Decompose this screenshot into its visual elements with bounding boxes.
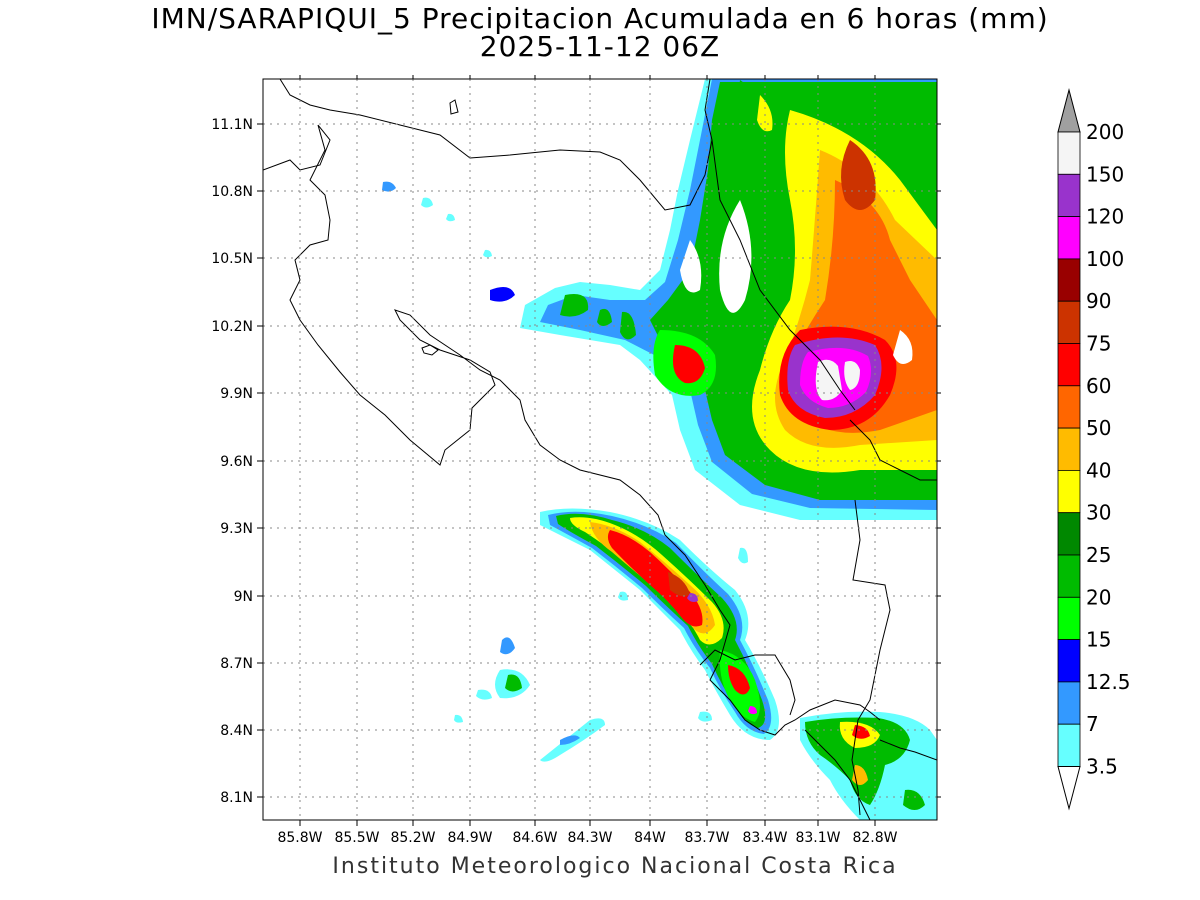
colorbar-box: [1057, 554, 1081, 598]
colorbar-box: [1057, 427, 1081, 471]
colorbar-level-label: 75: [1086, 332, 1111, 356]
y-tick-label: 9.9N: [220, 386, 253, 402]
border-panama-south: [851, 499, 891, 816]
colorbar-box: [1057, 258, 1081, 302]
border-costa-rica-panama: [849, 419, 937, 481]
coastline-southeast: [879, 739, 937, 761]
colorbar-level-label: 12.5: [1086, 670, 1131, 694]
map-frame: [262, 78, 938, 821]
rain-area-southeast: [800, 711, 937, 820]
border-costa-rica-nicaragua: [711, 139, 856, 411]
colorbar-level-label: 15: [1086, 628, 1111, 652]
x-tick-label: 83.1W: [795, 830, 840, 846]
colorbar-level-label: 60: [1086, 374, 1111, 398]
y-tick-label: 9.6N: [220, 454, 253, 470]
colorbar-box: [1057, 343, 1081, 387]
colorbar-level-label: 20: [1086, 585, 1111, 609]
colorbar-box: [1057, 300, 1081, 344]
colorbar-level-label: 200: [1086, 120, 1124, 144]
x-tick-label: 84.9W: [447, 830, 492, 846]
y-tick-label: 8.4N: [220, 723, 253, 739]
island-lake: [421, 344, 439, 356]
x-axis-ticks: 85.8W 85.5W 85.2W 84.9W 84.6W 84.3W 84W 83.7W 83…: [277, 75, 898, 846]
coastline-peninsula-osa: [699, 649, 796, 716]
colorbar-legend: 200 150 120 100 90 75 60 50 40 30 25 20 15 12.5 7 3.5: [1057, 88, 1131, 811]
coastline-pacific-north: [263, 124, 881, 736]
y-tick-label: 9.3N: [220, 521, 253, 537]
rain-area-southwest-cells: [454, 637, 712, 762]
colorbar-level-label: 25: [1086, 543, 1111, 567]
colorbar-level-label: 3.5: [1086, 755, 1118, 779]
precipitation-field: [382, 79, 937, 820]
x-tick-label: 83.4W: [742, 830, 787, 846]
colorbar-level-label: 90: [1086, 289, 1111, 313]
coastline-south-tip: [804, 729, 871, 820]
colorbar-level-label: 120: [1086, 205, 1124, 229]
colorbar-box: [1057, 681, 1081, 725]
colorbar-box: [1057, 512, 1081, 556]
colorbar-box: [1057, 173, 1081, 218]
x-tick-label: 82.8W: [852, 830, 897, 846]
colorbar-box: [1057, 131, 1081, 175]
colorbar-level-label: 40: [1086, 458, 1111, 482]
y-tick-label: 9N: [234, 589, 253, 605]
x-tick-label: 84W: [634, 830, 666, 846]
colorbar-box: [1057, 639, 1081, 683]
colorbar-level-label: 100: [1086, 247, 1124, 271]
island-north: [449, 99, 459, 115]
x-tick-label: 83.7W: [684, 830, 729, 846]
y-tick-label: 10.2N: [211, 319, 253, 335]
colorbar-box: [1057, 723, 1081, 767]
y-tick-label: 10.8N: [211, 184, 253, 200]
colorbar-box: [1057, 216, 1081, 260]
x-tick-label: 84.6W: [512, 830, 557, 846]
credit-text: Instituto Meteorologico Nacional Costa R…: [332, 854, 898, 879]
coastline-nicaragua-lake: [279, 79, 713, 211]
coastlines-borders: [263, 79, 937, 820]
y-tick-label: 11.1N: [211, 117, 253, 133]
y-tick-label: 8.1N: [220, 790, 253, 806]
x-tick-label: 85.5W: [334, 830, 379, 846]
colorbar-level-label: 30: [1086, 501, 1111, 525]
y-tick-label: 10.5N: [211, 251, 253, 267]
y-tick-label: 8.7N: [220, 656, 253, 672]
colorbar-box: [1057, 385, 1081, 429]
colorbar-bottom-arrow: [1057, 766, 1081, 811]
x-tick-label: 84.3W: [567, 830, 612, 846]
y-axis-ticks: 11.1N 10.8N 10.5N 10.2N 9.9N 9.6N 9.3N 9N 8.7N 8.…: [211, 117, 941, 806]
colorbar-box: [1057, 596, 1081, 640]
rain-area-caribbean: [382, 79, 937, 520]
colorbar-top-arrow: [1057, 88, 1081, 133]
colorbar-level-label: 150: [1086, 162, 1124, 186]
x-tick-label: 85.2W: [390, 830, 435, 846]
map-title: IMN/SARAPIQUI_5 Precipitacion Acumulada …: [151, 2, 1049, 35]
grid-lines: [263, 79, 937, 820]
x-tick-label: 85.8W: [277, 830, 322, 846]
rain-area-pacific-south: [540, 508, 779, 740]
colorbar-level-label: 50: [1086, 416, 1111, 440]
map-subtitle-date: 2025-11-12 06Z: [479, 30, 721, 63]
colorbar-level-label: 7: [1086, 712, 1099, 736]
colorbar-box: [1057, 469, 1081, 514]
